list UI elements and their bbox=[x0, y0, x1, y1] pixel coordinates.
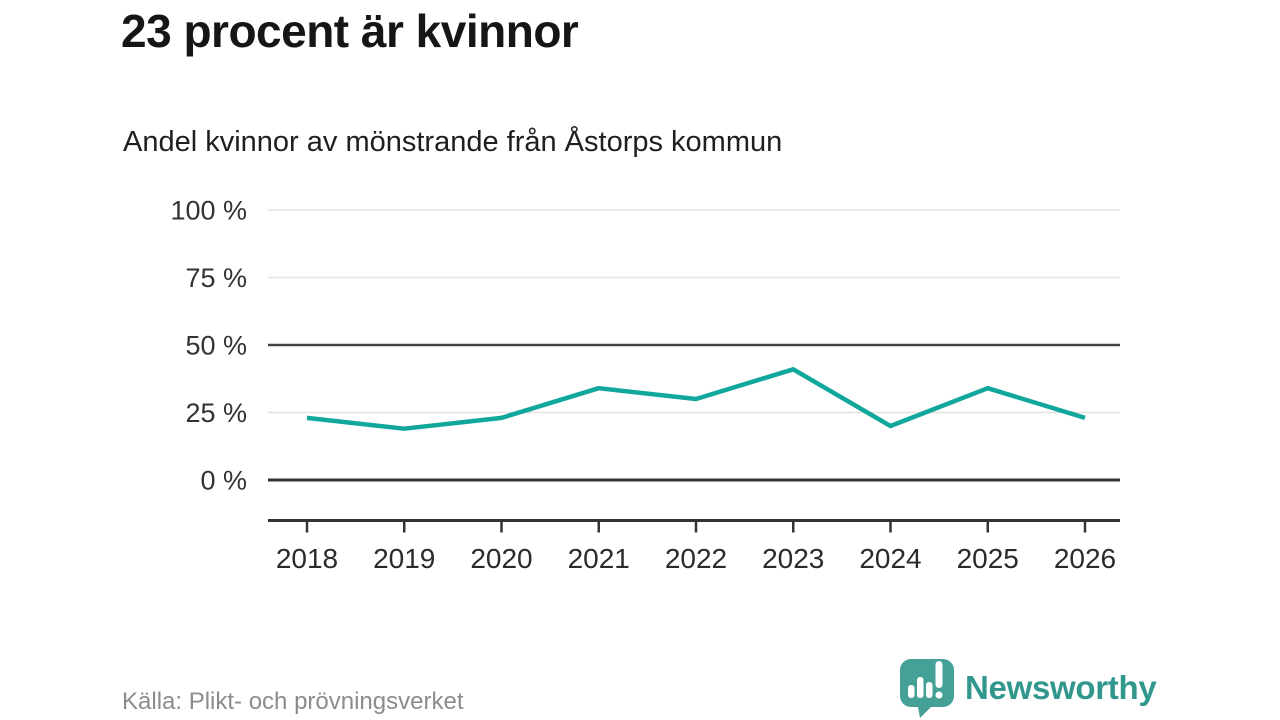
newsworthy-wordmark: Newsworthy bbox=[965, 669, 1157, 706]
bar-medium bbox=[926, 682, 933, 698]
x-tick-label: 2021 bbox=[568, 543, 630, 574]
x-tick-label: 2025 bbox=[957, 543, 1019, 574]
newsworthy-bubble-chart-icon bbox=[900, 659, 954, 718]
x-tick-label: 2024 bbox=[859, 543, 921, 574]
x-tick-label: 2018 bbox=[276, 543, 338, 574]
x-tick-label: 2019 bbox=[373, 543, 435, 574]
x-tick-label: 2023 bbox=[762, 543, 824, 574]
y-tick-label: 75 % bbox=[185, 263, 247, 293]
y-tick-label: 100 % bbox=[170, 196, 247, 226]
bar-small bbox=[908, 685, 915, 698]
y-tick-label: 50 % bbox=[185, 331, 247, 361]
y-tick-label: 0 % bbox=[200, 466, 247, 496]
x-tick-label: 2022 bbox=[665, 543, 727, 574]
y-tick-label: 25 % bbox=[185, 398, 247, 428]
exclamation-stem bbox=[935, 661, 943, 688]
bar-tall bbox=[917, 677, 924, 698]
newsworthy-logo: Newsworthy bbox=[897, 656, 1157, 720]
chart-subtitle: Andel kvinnor av mönstrande från Åstorps… bbox=[123, 126, 783, 158]
chart-title: 23 procent är kvinnor bbox=[121, 5, 579, 57]
exclamation-dot bbox=[935, 691, 943, 699]
x-tick-label: 2020 bbox=[470, 543, 532, 574]
x-tick-label: 2026 bbox=[1054, 543, 1116, 574]
source-text: Källa: Plikt- och prövningsverket bbox=[122, 688, 464, 715]
data-line-series bbox=[306, 367, 1086, 431]
